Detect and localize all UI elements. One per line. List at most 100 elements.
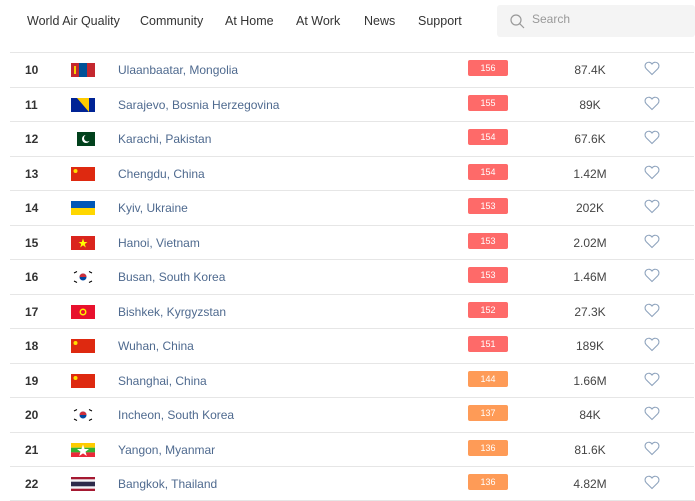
aqi-badge: 156 <box>468 60 508 76</box>
followers-count: 81.6K <box>574 442 606 457</box>
nav-news[interactable]: News <box>364 14 396 28</box>
heart-icon[interactable] <box>644 61 660 81</box>
flag-vietnam-icon <box>71 235 95 250</box>
heart-icon[interactable] <box>644 475 660 495</box>
aqi-badge: 154 <box>468 129 508 145</box>
flag-bosnia-icon <box>71 97 95 112</box>
aqi-badge: 154 <box>468 163 508 180</box>
heart-icon[interactable] <box>644 441 660 461</box>
city-link[interactable]: Yangon, Myanmar <box>118 442 216 457</box>
city-link[interactable]: Hanoi, Vietnam <box>118 235 200 250</box>
rank: 13 <box>25 166 39 181</box>
nav-support[interactable]: Support <box>418 14 462 28</box>
aqi-badge: 155 <box>468 94 508 111</box>
flag-mongolia-icon <box>71 63 95 77</box>
rank: 10 <box>25 63 39 77</box>
rank: 17 <box>25 304 39 319</box>
rank: 11 <box>25 97 38 112</box>
nav-at-home[interactable]: At Home <box>225 14 274 28</box>
flag-thailand-icon <box>71 477 95 491</box>
table-row: 12 Karachi, Pakistan 154 67.6K <box>10 121 694 156</box>
rank: 16 <box>25 270 39 284</box>
city-link[interactable]: Incheon, South Korea <box>118 408 235 422</box>
rank: 12 <box>25 132 39 146</box>
city-link[interactable]: Shanghai, China <box>118 373 207 388</box>
flag-pakistan-icon <box>71 132 95 146</box>
followers-count: 1.46M <box>573 270 607 284</box>
flag-south-korea-icon <box>71 408 95 422</box>
rank: 22 <box>25 477 39 491</box>
flag-china-icon <box>71 339 95 353</box>
table-row: 15 Hanoi, Vietnam 153 2.02M <box>10 224 694 260</box>
search-input[interactable] <box>532 12 682 26</box>
heart-icon[interactable] <box>644 130 660 150</box>
followers-count: 2.02M <box>573 235 607 250</box>
city-link[interactable]: Wuhan, China <box>118 339 194 353</box>
city-link[interactable]: Ulaanbaatar, Mongolia <box>118 63 239 77</box>
city-link[interactable]: Bishkek, Kyrgyzstan <box>118 304 227 319</box>
nav-at-work[interactable]: At Work <box>296 14 341 28</box>
rank: 15 <box>25 235 39 250</box>
nav-community[interactable]: Community <box>140 14 204 28</box>
aqi-badge: 136 <box>468 474 508 490</box>
followers-count: 202K <box>575 201 605 215</box>
followers-count: 87.4K <box>574 63 606 77</box>
heart-icon[interactable] <box>644 406 660 426</box>
top-nav: World Air Quality Community At Home At W… <box>0 0 695 44</box>
flag-kyrgyzstan-icon <box>71 304 95 319</box>
heart-icon[interactable] <box>644 268 660 288</box>
followers-count: 189K <box>575 339 605 353</box>
table-row: 20 Incheon, South Korea 137 84K <box>10 397 694 432</box>
heart-icon[interactable] <box>644 303 660 323</box>
city-ranking-table: 10 Ulaanbaatar, Mongolia 156 87.4K 11 Sarajev… <box>10 52 694 501</box>
aqi-badge: 151 <box>468 336 508 352</box>
city-link[interactable]: Kyiv, Ukraine <box>118 201 188 215</box>
table-row: 10 Ulaanbaatar, Mongolia 156 87.4K <box>10 52 694 87</box>
heart-icon[interactable] <box>644 337 660 357</box>
heart-icon[interactable] <box>644 372 660 392</box>
city-link[interactable]: Busan, South Korea <box>118 270 226 284</box>
heart-icon[interactable] <box>644 199 660 219</box>
heart-icon[interactable] <box>644 234 660 254</box>
table-row: 13 Chengdu, China 154 1.42M <box>10 155 694 191</box>
followers-count: 1.42M <box>573 166 607 181</box>
city-link[interactable]: Chengdu, China <box>118 166 205 181</box>
table-row: 18 Wuhan, China 151 189K <box>10 328 694 363</box>
heart-icon[interactable] <box>644 165 660 185</box>
rank: 18 <box>25 339 39 353</box>
aqi-badge: 153 <box>468 267 508 283</box>
city-link[interactable]: Karachi, Pakistan <box>118 132 212 146</box>
table-row: 16 Busan, South Korea 153 1.46M <box>10 259 694 294</box>
flag-china-icon <box>71 373 95 388</box>
aqi-badge: 144 <box>468 370 508 387</box>
flag-china-icon <box>71 166 95 181</box>
table-row: 17 Bishkek, Kyrgyzstan 152 27.3K <box>10 293 694 329</box>
rank: 14 <box>25 201 39 215</box>
heart-icon[interactable] <box>644 96 660 116</box>
flag-south-korea-icon <box>71 270 95 284</box>
nav-world-air-quality[interactable]: World Air Quality <box>27 14 120 28</box>
followers-count: 84K <box>579 408 601 422</box>
followers-count: 27.3K <box>574 304 606 319</box>
followers-count: 67.6K <box>574 132 606 146</box>
followers-count: 89K <box>579 97 601 112</box>
flag-myanmar-icon <box>71 442 95 457</box>
rank: 21 <box>25 442 39 457</box>
aqi-badge: 153 <box>468 232 508 249</box>
aqi-badge: 152 <box>468 301 508 318</box>
city-link[interactable]: Bangkok, Thailand <box>118 477 218 491</box>
city-link[interactable]: Sarajevo, Bosnia Herzegovina <box>118 97 280 112</box>
rank: 20 <box>25 408 39 422</box>
search-box[interactable] <box>497 5 695 37</box>
search-icon <box>510 14 525 29</box>
table-row: 14 Kyiv, Ukraine 153 202K <box>10 190 694 225</box>
followers-count: 4.82M <box>573 477 607 491</box>
flag-ukraine-icon <box>71 201 95 215</box>
rank: 19 <box>25 373 39 388</box>
aqi-badge: 136 <box>468 439 508 456</box>
table-row: 21 Yangon, Myanmar 136 81.6K <box>10 431 694 467</box>
aqi-badge: 153 <box>468 198 508 214</box>
aqi-badge: 137 <box>468 405 508 421</box>
table-row: 19 Shanghai, China 144 1.66M <box>10 362 694 398</box>
table-row: 22 Bangkok, Thailand 136 4.82M <box>10 466 694 501</box>
